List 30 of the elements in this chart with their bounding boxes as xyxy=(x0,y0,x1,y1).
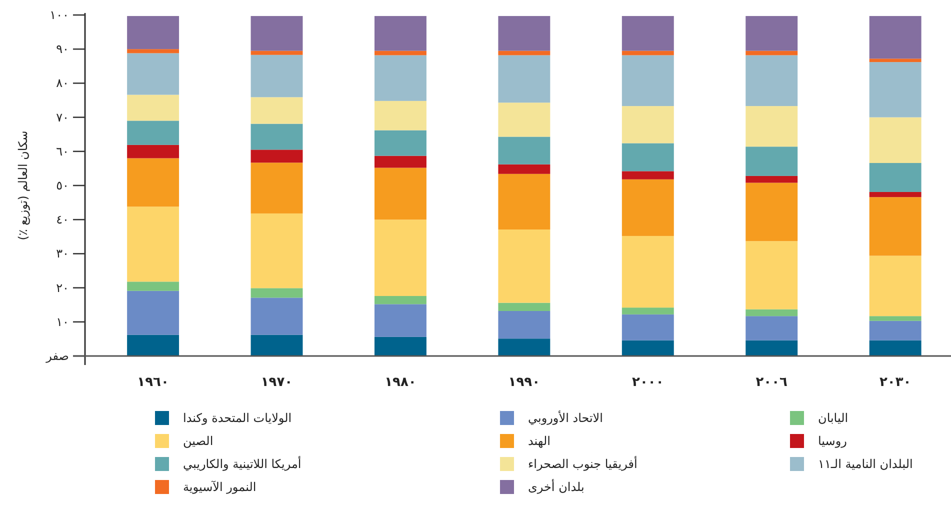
legend-label: بلدان أخرى xyxy=(528,479,584,494)
x-tick-label: ٢٠٠٠ xyxy=(632,375,664,390)
legend-label: الاتحاد الأوروبي xyxy=(528,410,603,425)
x-tick-label: ٢٠٣٠ xyxy=(879,375,912,390)
legend-label: روسيا xyxy=(818,434,848,448)
y-tick-label: ٧٠ xyxy=(56,110,69,124)
legend-label: أمريكا اللاتينية والكاريبي xyxy=(183,456,302,471)
legend-label: الصين xyxy=(183,434,214,448)
y-tick-label: ١٠ xyxy=(56,314,69,329)
y-tick-label: ٢٠ xyxy=(56,280,69,295)
legend-label: الهند xyxy=(528,434,550,448)
y-tick-label: ٣٠ xyxy=(56,246,69,261)
y-tick-label: ٤٠ xyxy=(56,212,69,227)
legend-label: البلدان النامية الـ١١ xyxy=(818,457,913,471)
x-tick-label: ١٩٩٠ xyxy=(508,375,540,390)
legend-label: أفريقيا جنوب الصحراء xyxy=(528,456,638,471)
x-tick-label: ١٩٨٠ xyxy=(384,375,416,390)
legend-label: النمور الآسيوية xyxy=(183,480,256,494)
y-tick-label: ١٠٠ xyxy=(50,8,69,22)
legend-label: اليابان xyxy=(818,411,848,425)
y-tick-label: ٩٠ xyxy=(56,42,69,56)
y-tick-label: صفر xyxy=(45,349,69,363)
y-tick-label: ٥٠ xyxy=(56,178,69,192)
y-tick-label: ٨٠ xyxy=(56,76,69,90)
legend-label: الولايات المتحدة وكندا xyxy=(183,411,292,425)
x-tick-label: ١٩٧٠ xyxy=(260,375,293,390)
y-tick-label: ٦٠ xyxy=(56,144,69,158)
y-axis-title: سكان العالم (توزيع ٪) xyxy=(16,130,30,240)
x-tick-label: ١٩٦٠ xyxy=(137,375,169,390)
x-tick-label: ٢٠٠٦ xyxy=(756,375,788,390)
